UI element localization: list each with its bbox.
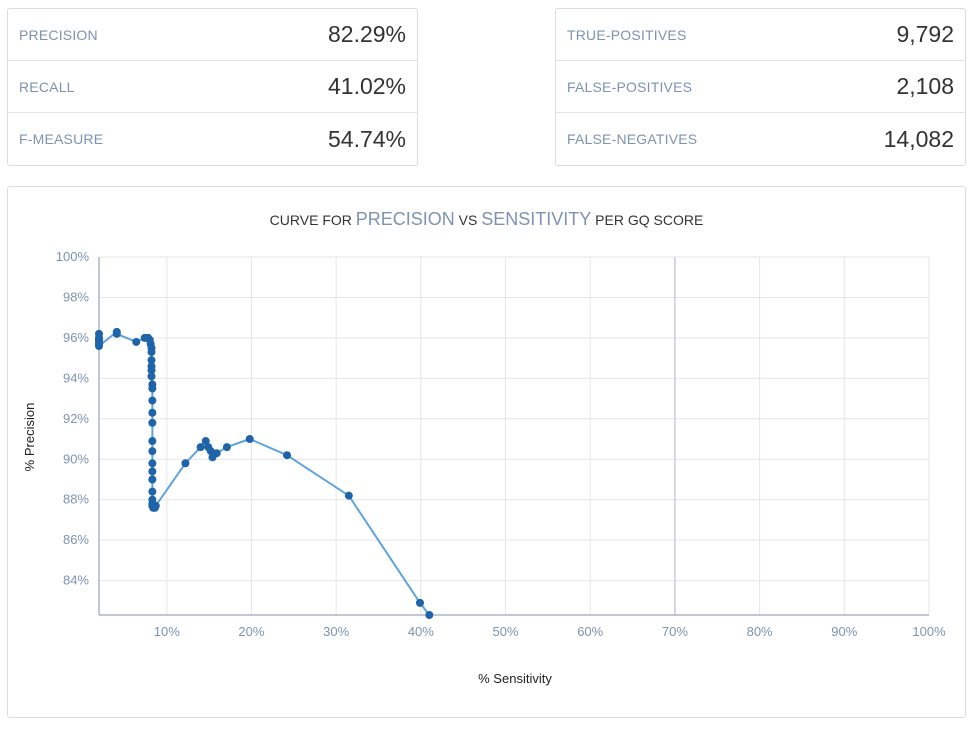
axes bbox=[98, 257, 929, 616]
y-tick-label: 90% bbox=[63, 451, 89, 466]
metrics-panel-left: PRECISION 82.29% RECALL 41.02% F-MEASURE… bbox=[7, 8, 418, 166]
x-tick-label: 70% bbox=[662, 624, 688, 639]
metric-label: F-MEASURE bbox=[19, 131, 104, 147]
metric-row-recall: RECALL 41.02% bbox=[8, 61, 417, 113]
x-tick-labels: 10% 20% 30% 40% 50% 60% 70% 80% 90% 100% bbox=[154, 624, 946, 639]
chart-title-prefix: CURVE FOR bbox=[269, 212, 356, 228]
data-point bbox=[148, 459, 157, 468]
metric-value: 2,108 bbox=[896, 73, 954, 99]
data-point bbox=[148, 475, 157, 484]
data-point bbox=[425, 611, 434, 619]
x-axis-title: % Sensitivity bbox=[478, 671, 552, 686]
data-point bbox=[95, 341, 103, 350]
data-point bbox=[148, 437, 157, 446]
metric-value: 14,082 bbox=[883, 125, 954, 152]
chart-title-vs: VS bbox=[454, 212, 482, 228]
metric-value: 82.29% bbox=[327, 21, 406, 47]
metric-row-false-positives: FALSE-POSITIVES 2,108 bbox=[556, 61, 965, 113]
chart-title-precision: PRECISION bbox=[355, 209, 455, 229]
data-point bbox=[415, 598, 424, 607]
data-point bbox=[222, 443, 231, 452]
y-tick-labels: 84% 86% 88% 90% 92% 94% 96% 98% 100% bbox=[56, 249, 90, 588]
data-point bbox=[148, 418, 157, 427]
data-point bbox=[148, 467, 157, 476]
data-point bbox=[148, 396, 157, 405]
metric-value: 9,792 bbox=[896, 21, 954, 47]
chart-title-suffix: PER GQ SCORE bbox=[591, 212, 704, 228]
x-tick-label: 30% bbox=[323, 624, 349, 639]
precision-sensitivity-chart: 10% 20% 30% 40% 50% 60% 70% 80% 90% 100% 84% 86% 88… bbox=[22, 249, 946, 686]
metric-row-f-measure: F-MEASURE 54.74% bbox=[8, 113, 417, 165]
data-point bbox=[245, 435, 254, 444]
metric-value: 41.02% bbox=[327, 73, 406, 99]
metric-label: PRECISION bbox=[19, 26, 98, 43]
grid-lines bbox=[99, 256, 930, 615]
y-tick-label: 92% bbox=[63, 411, 89, 426]
metric-value: 54.74% bbox=[327, 125, 406, 152]
y-tick-label: 88% bbox=[63, 492, 89, 507]
series-points bbox=[95, 327, 434, 619]
y-tick-label: 86% bbox=[63, 532, 89, 547]
x-tick-label: 40% bbox=[408, 624, 434, 639]
data-point bbox=[132, 337, 141, 346]
x-tick-label: 20% bbox=[238, 624, 264, 639]
x-tick-label: 60% bbox=[577, 624, 603, 639]
data-point bbox=[148, 384, 157, 393]
data-point bbox=[181, 459, 190, 468]
data-point bbox=[147, 372, 156, 381]
y-tick-label: 98% bbox=[63, 289, 89, 304]
data-point bbox=[148, 447, 157, 456]
metric-row-true-positives: TRUE-POSITIVES 9,792 bbox=[556, 9, 965, 61]
y-tick-label: 100% bbox=[56, 249, 90, 264]
metric-label: TRUE-POSITIVES bbox=[567, 26, 687, 43]
y-axis-title: % Precision bbox=[22, 403, 37, 472]
data-point bbox=[151, 501, 160, 510]
data-point bbox=[196, 443, 205, 452]
metric-label: FALSE-POSITIVES bbox=[567, 78, 693, 95]
data-point bbox=[148, 408, 157, 417]
x-tick-label: 50% bbox=[493, 624, 519, 639]
data-point bbox=[344, 491, 353, 500]
data-point bbox=[147, 348, 156, 357]
chart-title-sensitivity: SENSITIVITY bbox=[481, 209, 592, 229]
x-tick-label: 80% bbox=[747, 624, 773, 639]
y-tick-label: 96% bbox=[63, 330, 89, 345]
data-point bbox=[212, 449, 221, 458]
data-point bbox=[112, 329, 121, 338]
metric-row-precision: PRECISION 82.29% bbox=[8, 9, 417, 61]
chart-panel: CURVE FOR PRECISION VS SENSITIVITY PER G… bbox=[7, 186, 966, 718]
data-point bbox=[148, 487, 157, 496]
y-tick-label: 94% bbox=[63, 370, 89, 385]
metric-row-false-negatives: FALSE-NEGATIVES 14,082 bbox=[556, 113, 965, 165]
y-tick-label: 84% bbox=[63, 573, 89, 588]
data-point bbox=[283, 451, 292, 460]
data-point bbox=[201, 437, 210, 446]
data-point bbox=[147, 356, 156, 365]
x-tick-label: 90% bbox=[831, 624, 857, 639]
chart-title: CURVE FOR PRECISION VS SENSITIVITY PER G… bbox=[8, 209, 965, 230]
x-tick-label: 100% bbox=[912, 624, 946, 639]
metric-label: RECALL bbox=[19, 78, 75, 95]
x-tick-label: 10% bbox=[154, 624, 180, 639]
metric-label: FALSE-NEGATIVES bbox=[567, 131, 698, 147]
metrics-panel-right: TRUE-POSITIVES 9,792 FALSE-POSITIVES 2,1… bbox=[555, 8, 966, 166]
data-point bbox=[147, 366, 156, 375]
